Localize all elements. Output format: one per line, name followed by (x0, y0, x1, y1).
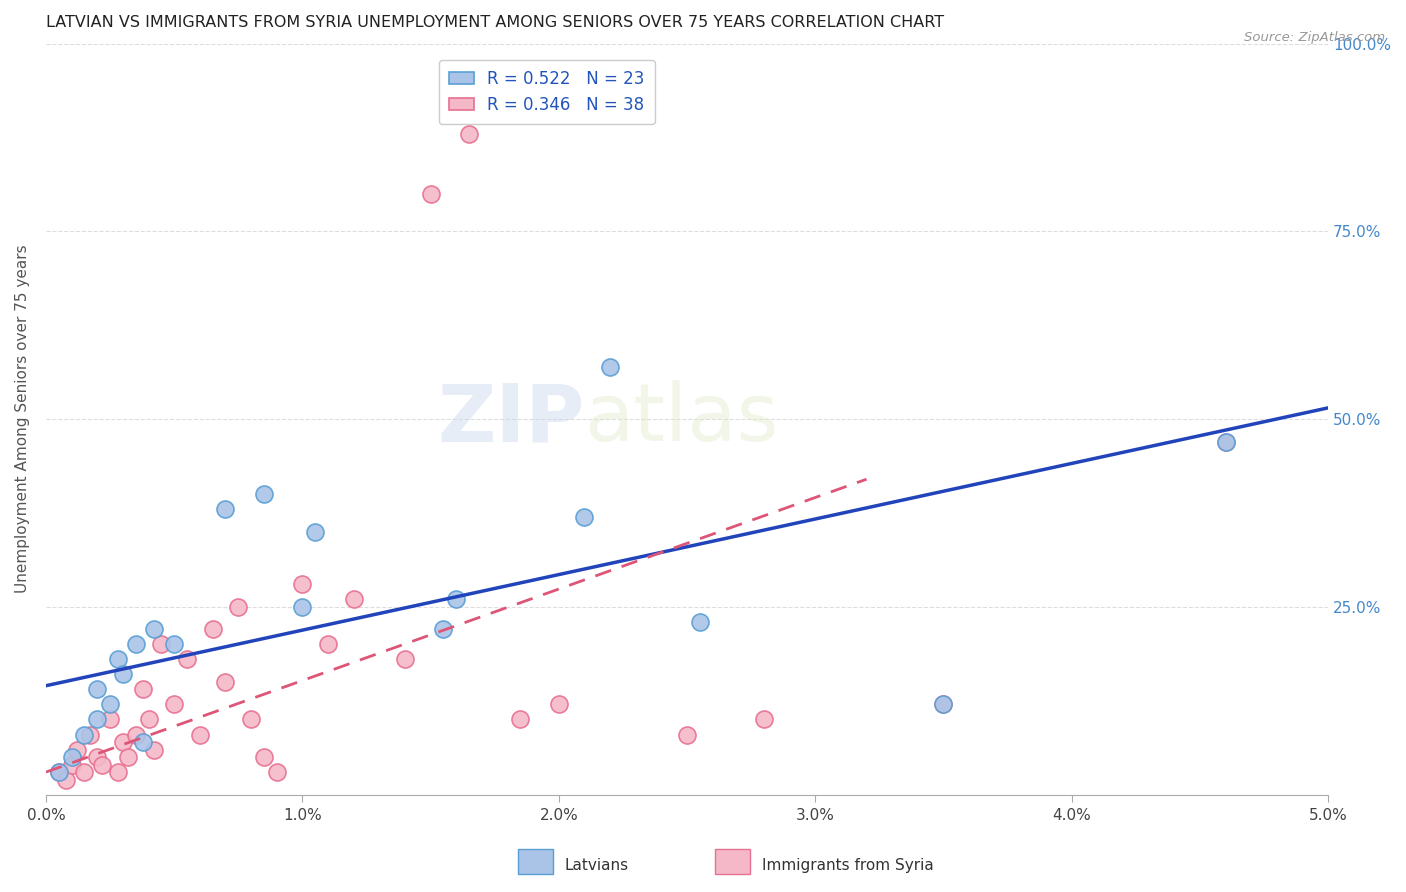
Point (547, 698, 569, 712)
Point (73, 765, 96, 780)
Point (107, 652, 129, 666)
Point (316, 637, 339, 651)
Point (132, 735, 155, 749)
Point (98, 713, 121, 727)
Point (214, 502, 236, 516)
Point (291, 577, 314, 591)
Point (509, 713, 531, 727)
Point (253, 487, 276, 501)
Point (111, 667, 134, 681)
Point (574, 509, 596, 524)
Point (73, 727, 96, 741)
Point (214, 675, 236, 690)
Point (201, 623, 224, 637)
Point (86, 713, 108, 727)
Point (111, 735, 134, 749)
Text: LATVIAN VS IMMIGRANTS FROM SYRIA UNEMPLOYMENT AMONG SENIORS OVER 75 YEARS CORREL: LATVIAN VS IMMIGRANTS FROM SYRIA UNEMPLO… (46, 15, 943, 30)
Text: ZIP: ZIP (437, 380, 585, 458)
Point (1215, 434, 1237, 449)
Point (291, 599, 314, 614)
Point (60, 750, 83, 764)
Point (432, 623, 454, 637)
Point (117, 750, 139, 764)
Point (86, 682, 108, 697)
Point (458, 127, 481, 141)
Point (343, 592, 366, 607)
Point (932, 698, 955, 712)
Point (752, 713, 775, 727)
Point (150, 637, 173, 651)
Point (60, 757, 83, 772)
Point (394, 652, 416, 666)
Point (142, 623, 165, 637)
Point (446, 592, 468, 607)
Point (226, 599, 249, 614)
Point (266, 765, 288, 780)
Point (689, 615, 711, 629)
Point (125, 637, 148, 651)
Point (125, 727, 148, 741)
Text: atlas: atlas (585, 380, 779, 458)
Point (48, 765, 70, 780)
Text: Latvians: Latvians (565, 858, 628, 872)
Point (98, 698, 121, 712)
Point (1215, 434, 1237, 449)
Point (163, 637, 186, 651)
Point (253, 750, 276, 764)
Y-axis label: Unemployment Among Seniors over 75 years: Unemployment Among Seniors over 75 years (15, 244, 30, 593)
Point (91, 757, 114, 772)
Point (599, 359, 621, 374)
Point (138, 713, 160, 727)
Point (163, 698, 186, 712)
Text: Source: ZipAtlas.com: Source: ZipAtlas.com (1244, 31, 1385, 45)
Point (142, 742, 165, 756)
Point (55, 772, 77, 787)
Point (419, 186, 441, 201)
Point (188, 727, 211, 741)
Point (86, 750, 108, 764)
Point (932, 698, 955, 712)
Point (132, 682, 155, 697)
Point (66, 742, 89, 756)
Point (48, 765, 70, 780)
Legend: R = 0.522   N = 23, R = 0.346   N = 38: R = 0.522 N = 23, R = 0.346 N = 38 (439, 60, 655, 124)
Point (304, 524, 326, 539)
Point (176, 652, 198, 666)
Point (107, 765, 129, 780)
Point (79, 727, 101, 741)
Text: Immigrants from Syria: Immigrants from Syria (762, 858, 934, 872)
Point (676, 727, 699, 741)
Point (240, 713, 263, 727)
